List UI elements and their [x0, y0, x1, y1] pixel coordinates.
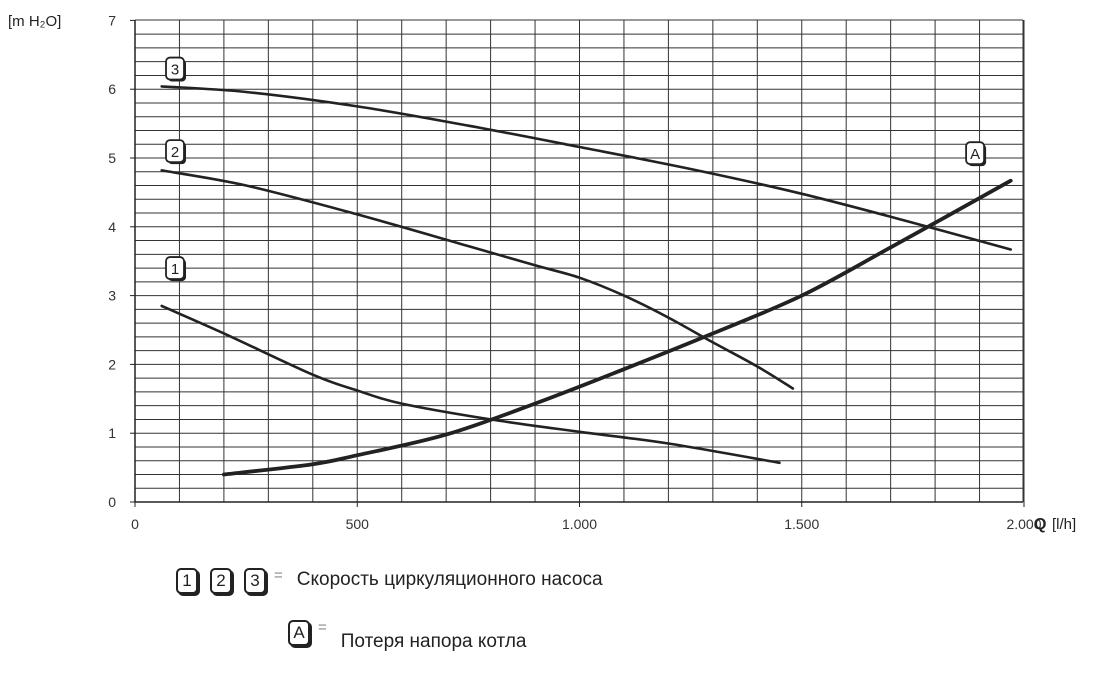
x-tick-label: 1.500 — [784, 516, 819, 532]
y-tick-label: 2 — [108, 356, 116, 372]
legend-row-loss: A = Потеря напора котла — [288, 620, 527, 654]
legend-text-loss: Потеря напора котла — [340, 631, 527, 652]
x-tick-label: 500 — [346, 516, 370, 532]
x-tick-label: 1.000 — [562, 516, 597, 532]
y-tick-label: 7 — [108, 12, 116, 28]
y-tick-label: 0 — [108, 494, 116, 510]
legend-badge-1: 1 — [176, 568, 198, 594]
series-label-3: 3 — [165, 56, 187, 82]
x-tick-label: 2.000 — [1006, 516, 1041, 532]
chart: 0 500 1.000 1.500 2.000 0 1 2 3 4 5 6 7 3 2 1 A [m H₂O]… — [8, 12, 1076, 533]
axis-unit-labels: [m H₂O] Q [l/h] — [8, 13, 1076, 533]
y-axis-unit-label: [m H₂O] — [8, 13, 61, 30]
series-label-box — [965, 141, 986, 166]
series-lines — [160, 85, 1013, 477]
series-label-text: A — [970, 146, 980, 163]
series-label-a: A — [965, 141, 987, 167]
tick-labels: 0 500 1.000 1.500 2.000 0 1 2 3 4 5 6 7 — [108, 12, 1042, 532]
y-tick-label: 1 — [108, 425, 116, 441]
x-axis-unit-label: [l/h] — [1052, 516, 1076, 533]
series-label-box — [165, 139, 185, 164]
series-line-a — [222, 178, 1013, 477]
series-label-text: 3 — [171, 62, 179, 79]
series-label-text: 1 — [171, 261, 179, 278]
legend-badge-a: A — [288, 620, 310, 646]
series-label-box — [165, 256, 185, 280]
x-axis-symbol: Q — [1034, 516, 1046, 533]
y-tick-label: 5 — [108, 150, 116, 166]
legend-row-speed: 1 2 3 = Скорость циркуляционного насоса — [176, 568, 603, 594]
y-tick-label: 4 — [108, 219, 116, 235]
series-line-3 — [160, 85, 1012, 251]
series-line-2 — [160, 169, 795, 390]
legend-equals: = — [274, 567, 283, 584]
series-label-1: 1 — [165, 256, 187, 282]
x-tick-label: 0 — [131, 516, 139, 532]
series-line-1 — [160, 304, 781, 465]
series-labels: 3 2 1 A — [165, 56, 987, 282]
legend-equals: = — [318, 619, 327, 636]
legend-badge-2: 2 — [210, 568, 232, 594]
y-tick-label: 6 — [108, 81, 116, 97]
series-label-text: 2 — [171, 144, 179, 161]
legend-text-speed: Скорость циркуляционного насоса — [296, 569, 603, 590]
y-tick-label: 3 — [108, 288, 116, 304]
series-label-box — [165, 56, 185, 81]
legend-badge-3: 3 — [244, 568, 266, 594]
series-label-2: 2 — [165, 139, 187, 165]
